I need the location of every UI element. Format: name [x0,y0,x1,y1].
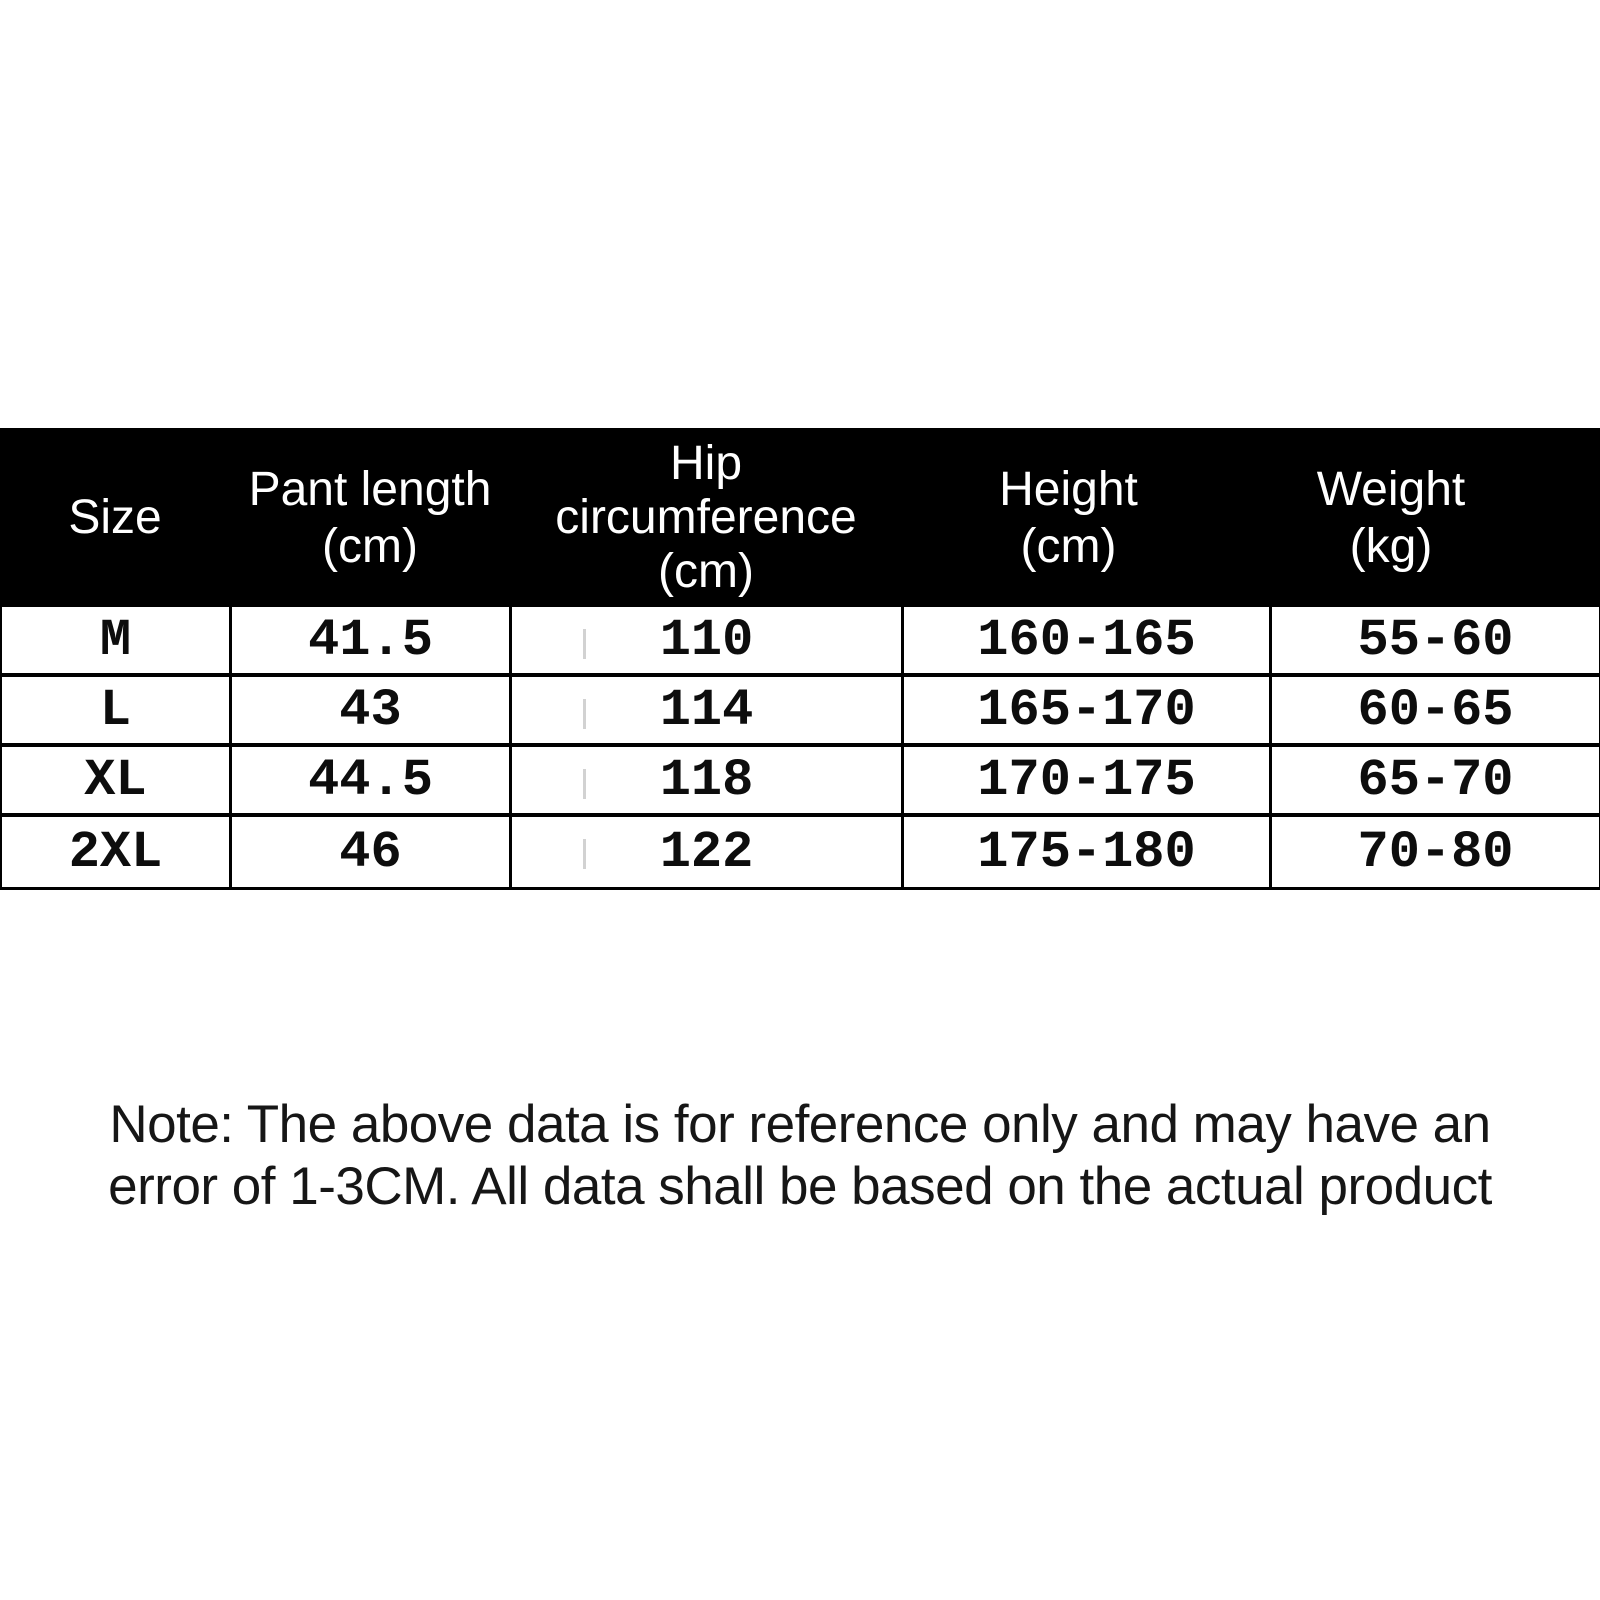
header-weight-line1: Weight [1316,462,1466,516]
header-height-line1: Height [999,462,1138,516]
header-hip-line2: circumference [555,490,857,544]
header-weight: Weight (kg) [1270,428,1597,607]
cell-hip-m: 110 [512,607,904,677]
cell-height-l: 165-170 [904,677,1272,747]
cell-height-xl: 170-175 [904,747,1272,817]
header-size: Size [0,428,230,607]
header-hip-circumference: Hip circumference (cm) [510,428,902,607]
header-height: Height (cm) [902,428,1270,607]
cell-weight-l: 60-65 [1272,677,1599,747]
header-height-line2: (cm) [1020,519,1117,573]
cell-pant-length-l: 43 [232,677,512,747]
note-line-2: error of 1-3CM. All data shall be based … [108,1157,1492,1216]
cell-weight-m: 55-60 [1272,607,1599,677]
header-pant-length-line2: (cm) [322,519,418,573]
cell-height-m: 160-165 [904,607,1272,677]
cell-hip-xl: 118 [512,747,904,817]
header-hip-line1: Hip [669,436,743,490]
cell-pant-length-xl: 44.5 [232,747,512,817]
cell-size-l: L [2,677,232,747]
cell-height-2xl: 175-180 [904,817,1272,887]
note-line-1: Note: The above data is for reference on… [109,1095,1491,1154]
cell-pant-length-2xl: 46 [232,817,512,887]
header-pant-length: Pant length (cm) [230,428,510,607]
note-text: Note: The above data is for reference on… [0,1094,1600,1218]
header-hip-line3: (cm) [658,544,754,598]
cell-hip-l: 114 [512,677,904,747]
cell-size-2xl: 2XL [2,817,232,887]
dashed-line-artifact [583,609,586,887]
table-header-row: Size Pant length (cm) Hip circumference … [0,428,1600,607]
cell-hip-2xl: 122 [512,817,904,887]
header-weight-line2: (kg) [1349,519,1433,573]
cell-size-m: M [2,607,232,677]
cell-weight-2xl: 70-80 [1357,822,1514,882]
cell-size-xl: XL [2,747,232,817]
header-size-line: Size [68,491,162,544]
size-table-body: M 41.5 110 160-165 55-60 L 43 114 165-17… [0,607,1600,890]
cell-pant-length-m: 41.5 [232,607,512,677]
cell-weight-xl: 65-70 [1272,747,1599,817]
header-pant-length-line1: Pant length [248,462,492,516]
